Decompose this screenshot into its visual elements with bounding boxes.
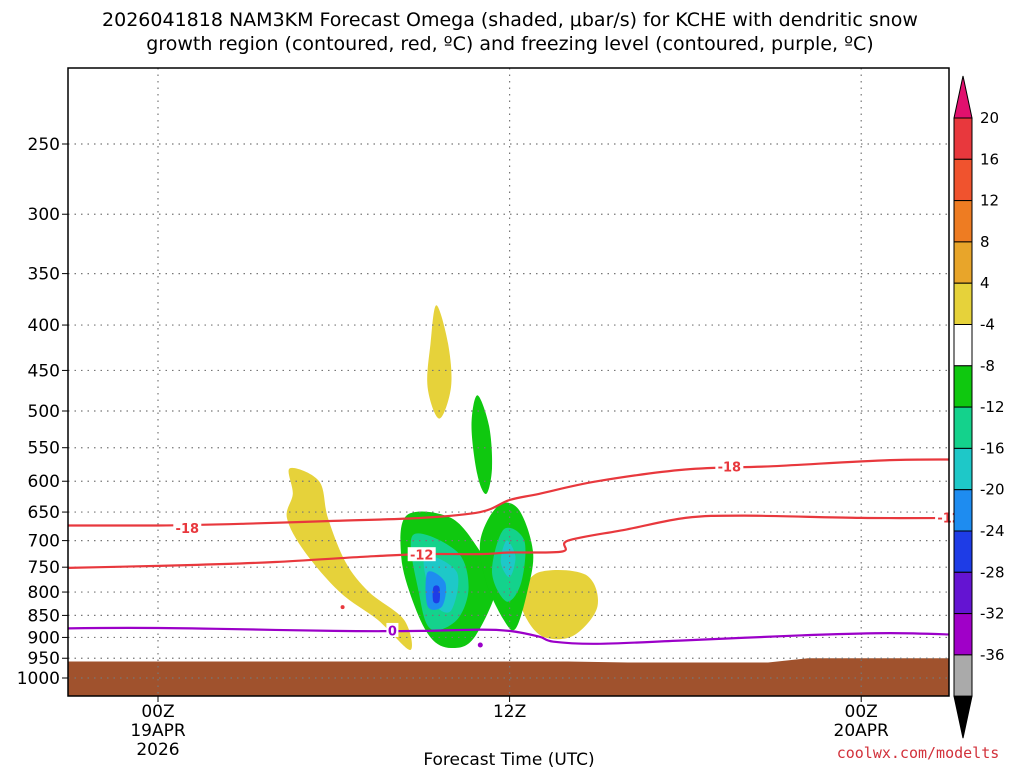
colorbar-label-6: -8 (980, 357, 995, 375)
colorbar-label-0: 20 (980, 109, 999, 127)
chart-title-line-1: 2026041818 NAM3KM Forecast Omega (shaded… (102, 9, 918, 31)
y-tick-label-600: 600 (28, 472, 60, 492)
colorbar-top-arrow (953, 75, 973, 119)
colorbar-label-10: -24 (980, 522, 1005, 540)
colorbar: 20 16 12 8 4 -4 -8 -12 -16 -20 -24 -28 -32 -36 (953, 75, 1005, 739)
x-tick-label-12-1: 12Z (493, 702, 526, 722)
colorbar-label-12: -32 (980, 605, 1005, 623)
colorbar-band (953, 324, 973, 367)
x-tick-label-0-2: 19APR (130, 721, 186, 741)
y-axis: 2503003504004505005506006507007508008509… (17, 135, 68, 689)
colorbar-band (953, 406, 973, 449)
colorbar-band (953, 571, 973, 615)
y-tick-label-550: 550 (28, 439, 60, 459)
contour-lines (68, 458, 949, 645)
plot-frame (67, 67, 950, 697)
plot-area (68, 239, 1024, 696)
contour-label-bg (173, 520, 202, 535)
y-tick-label-450: 450 (28, 361, 60, 381)
omega-blob-yellow-a (286, 467, 412, 650)
y-tick-label-350: 350 (28, 265, 60, 285)
x-tick-label-24-2: 20APR (834, 721, 890, 741)
colorbar-band (953, 447, 973, 491)
credit-text: coolwx.com/modelts (837, 744, 1000, 762)
colorbar-label-2: 12 (980, 192, 999, 210)
contour-label: -12 (410, 549, 434, 564)
omega-blob-yellow-d (1013, 239, 1024, 336)
omega-blob-darkblue-a (432, 585, 441, 604)
colorbar-label-9: -20 (980, 481, 1005, 499)
colorbar-band (953, 282, 973, 326)
y-tick-label-1000: 1000 (17, 669, 60, 689)
y-tick-label-950: 950 (28, 649, 60, 669)
y-tick-label-700: 700 (28, 532, 60, 552)
ground-terrain (68, 658, 949, 696)
freezing-dot (477, 642, 483, 648)
colorbar-label-8: -16 (980, 439, 1005, 457)
omega-blob-green-b (471, 395, 493, 494)
contour-label-bg (715, 458, 744, 473)
x-tick-label-0-1: 00Z (141, 702, 174, 722)
colorbar-label-4: 4 (980, 274, 990, 292)
colorbar-band (953, 489, 973, 532)
contour-label: -18 (176, 522, 200, 537)
omega-speck (340, 605, 345, 610)
colorbar-label-13: -36 (980, 646, 1005, 664)
colorbar-band (953, 530, 973, 573)
x-axis-title: Forecast Time (UTC) (423, 750, 594, 768)
colorbar-label-3: 8 (980, 233, 990, 251)
colorbar-band (953, 365, 973, 408)
contour-line-dgz-12 (68, 514, 949, 570)
colorbar-label-7: -12 (980, 398, 1005, 416)
x-tick-label-0-3: 2026 (136, 740, 179, 760)
contour-label-bg (407, 547, 436, 562)
y-tick-label-800: 800 (28, 583, 60, 603)
colorbar-band (953, 613, 973, 656)
contour-label: 0 (388, 624, 397, 639)
x-axis: 00Z19APR202612Z00Z20APR12Z00Z21APR (130, 696, 890, 760)
colorbar-band (953, 654, 973, 697)
contour-line-freezing-0 (68, 626, 949, 645)
contour-line-dgz-18 (68, 458, 949, 527)
colorbar-label-5: -4 (980, 316, 995, 334)
y-tick-label-650: 650 (28, 503, 60, 523)
y-tick-label-900: 900 (28, 628, 60, 648)
colorbar-band (953, 117, 973, 160)
colorbar-band (953, 158, 973, 202)
y-tick-label-400: 400 (28, 316, 60, 336)
y-tick-label-850: 850 (28, 606, 60, 626)
y-tick-label-250: 250 (28, 135, 60, 155)
colorbar-label-11: -28 (980, 563, 1005, 581)
colorbar-bottom-arrow (953, 695, 973, 739)
grid-lines (68, 68, 949, 696)
omega-blob-yellow-c (520, 569, 599, 640)
x-tick-label-24-1: 00Z (845, 702, 878, 722)
omega-blob-yellow-b (427, 305, 452, 419)
y-tick-label-300: 300 (28, 205, 60, 225)
contour-label: -18 (718, 460, 742, 475)
omega-blob-cyan-b (500, 540, 516, 578)
y-tick-label-500: 500 (28, 402, 60, 422)
chart-title-line-2: growth region (contoured, red, ºC) and f… (146, 33, 873, 55)
colorbar-band (953, 241, 973, 284)
contour-label-bg (386, 622, 399, 637)
y-tick-label-750: 750 (28, 558, 60, 578)
colorbar-band (953, 200, 973, 243)
colorbar-label-1: 16 (980, 150, 999, 168)
